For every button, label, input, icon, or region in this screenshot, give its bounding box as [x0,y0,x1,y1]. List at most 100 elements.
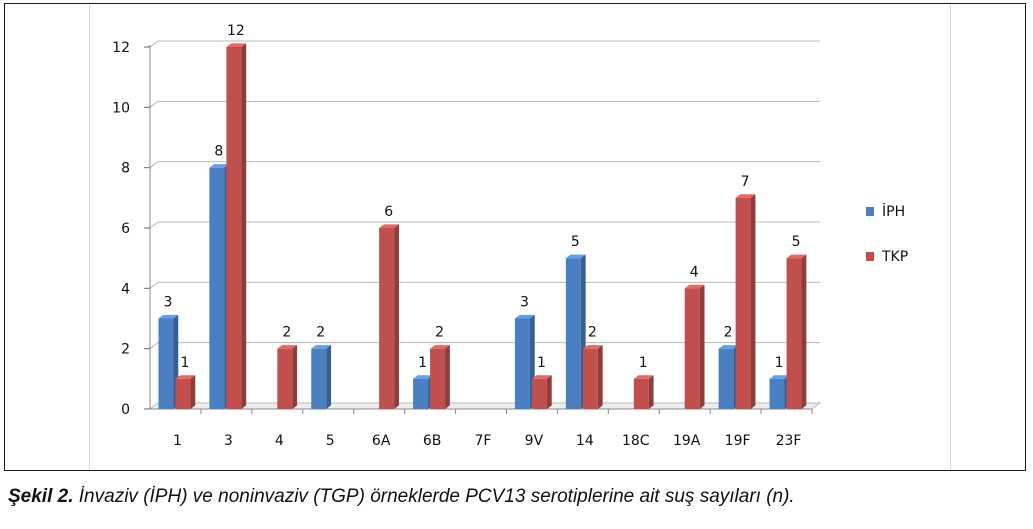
bar [582,348,598,409]
bar-top [209,164,230,168]
legend-swatch [866,207,874,216]
bar-side [241,43,247,410]
bar-side [190,375,196,409]
data-label: 3 [164,295,173,311]
bar-top [379,224,399,228]
y-tick-label: 12 [112,40,130,56]
bar-top [175,375,196,379]
bar [430,348,446,409]
caption-label: Şekil 2. [8,486,74,507]
gridline-depth [149,100,159,108]
bar [158,318,174,409]
bar-side [445,345,450,409]
data-label: 2 [588,325,597,341]
bar-top [718,345,739,349]
bar [718,348,734,409]
data-label: 2 [316,325,325,341]
bar-top [735,194,756,198]
gridline-depth [149,161,159,169]
bar-top [633,375,654,379]
bar-top [413,375,433,379]
bar-side [699,284,705,409]
bar-top [684,284,705,289]
data-label: 1 [418,355,427,371]
bar-top [514,314,535,319]
bar-top [277,345,298,349]
gridline-depth [149,281,159,289]
data-label: 8 [214,144,223,160]
bar-top [311,345,332,349]
x-tick-label: 9V [525,433,544,449]
x-tick-label: 6A [372,433,391,449]
data-label: 12 [227,23,245,39]
bar [514,318,530,409]
gridline-depth [149,40,159,48]
y-tick-label: 8 [121,161,130,177]
x-tick-label: 3 [224,433,233,449]
bar-top [226,43,247,47]
bar-side [546,375,552,409]
bar [413,378,429,409]
bar [769,378,785,409]
x-tick-label: 4 [275,433,284,449]
bar-top [158,314,179,319]
bar-top [531,375,552,379]
bar-top [769,375,790,379]
data-label: 2 [724,325,733,341]
bar-side [394,224,399,409]
legend-swatch [866,252,874,261]
legend-label: TKP [881,249,908,265]
x-tick-label: 19A [673,433,701,449]
bar-side [801,254,807,409]
bar-top [582,345,603,349]
caption-text: İnvaziv (İPH) ve noninvaziv (TGP) örnekl… [73,486,795,507]
data-label: 4 [690,264,699,280]
bar [786,258,802,409]
x-tick-label: 5 [326,433,335,449]
x-tick-label: 6B [423,433,442,449]
bar [277,348,293,409]
bar [633,378,649,409]
x-tick-label: 18C [622,433,650,449]
x-tick-label: 23F [776,433,802,449]
data-label: 7 [741,174,750,190]
data-label: 1 [639,355,648,371]
data-label: 2 [435,325,444,341]
bar-top [786,254,807,259]
bar-side [648,375,654,409]
y-tick-label: 10 [112,100,130,116]
x-tick-label: 7F [475,433,492,449]
bar [379,228,395,409]
legend: İPH TKP [866,202,908,265]
bar-top [565,254,586,259]
bar-top [430,345,450,349]
bar-side [597,345,603,409]
bar [175,378,191,409]
chart-area-border [89,5,951,470]
bars [158,43,807,410]
y-tick-label: 0 [121,402,130,418]
bar-side [326,345,332,409]
data-label: 6 [384,204,393,220]
data-label: 1 [537,355,546,371]
data-label: 2 [282,325,291,341]
bar [531,378,547,409]
x-tick-label: 14 [576,433,594,449]
data-label: 5 [571,234,580,250]
bar [684,288,700,409]
y-tick-label: 4 [121,281,130,297]
bar [311,348,327,409]
data-label: 5 [792,234,801,250]
data-label: 1 [181,355,190,371]
x-tick-label: 19F [725,433,751,449]
bar [226,47,242,409]
gridline-depth [149,221,159,229]
gridline-depth [149,402,159,410]
x-tick-label: 1 [173,433,182,449]
data-label: 1 [775,355,784,371]
y-tick-label: 2 [121,342,130,358]
y-tick-label: 6 [121,221,130,237]
bar-side [292,345,298,409]
